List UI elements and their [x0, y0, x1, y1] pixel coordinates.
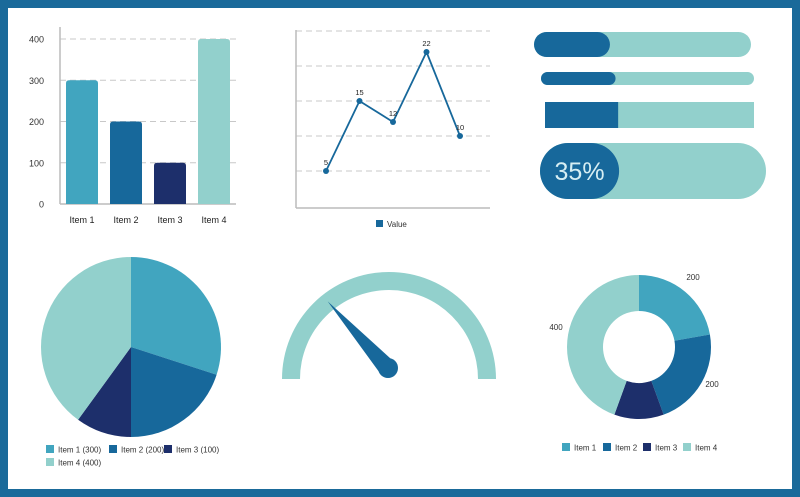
progress-fill — [534, 32, 610, 57]
line-data-label: 12 — [389, 109, 397, 118]
legend-swatch-value — [376, 220, 383, 227]
gauge-needle-hub — [378, 358, 398, 378]
donut-data-label: 400 — [549, 323, 563, 332]
donut-legend-swatch — [683, 443, 691, 451]
donut-segment — [639, 275, 710, 341]
donut-legend-label: Item 2 — [615, 444, 638, 453]
gauge-arc — [282, 272, 496, 379]
pie-legend-label: Item 2 (200) — [121, 446, 164, 455]
bar-category-label: Item 4 — [201, 215, 226, 225]
line-point — [390, 119, 396, 125]
bar-y-tick-label: 400 — [29, 35, 44, 45]
line-data-label: 22 — [422, 39, 430, 48]
pie-legend-label: Item 4 (400) — [58, 459, 101, 468]
bar — [154, 162, 186, 204]
progress-bars: 35% — [534, 32, 766, 199]
pie-legend-label: Item 1 (300) — [58, 446, 101, 455]
bar-y-tick-label: 0 — [39, 200, 44, 210]
bar-y-tick-label: 100 — [29, 158, 44, 168]
progress-fill — [545, 102, 619, 128]
donut-data-label: 200 — [705, 380, 719, 389]
progress-fill — [540, 143, 620, 199]
bar — [110, 121, 142, 204]
line-point — [356, 98, 363, 104]
donut-segment — [651, 334, 711, 415]
pie-slice — [78, 347, 131, 438]
donut-legend-label: Item 3 — [655, 444, 678, 453]
bar-category-label: Item 2 — [113, 215, 138, 225]
line-data-label: 10 — [456, 123, 464, 132]
donut-segment — [614, 380, 664, 419]
bar-y-tick-label: 300 — [29, 76, 44, 86]
line-chart: 5 15 12 22 10 Value — [295, 30, 490, 229]
dashboard-canvas: 0 100 200 300 400 Item 1 Item 2 Item 3 Item 4 5 15… — [29, 27, 766, 468]
legend-label-value: Value — [387, 220, 407, 229]
donut-legend-label: Item 4 — [695, 444, 718, 453]
line-point — [323, 168, 329, 174]
pie-slice — [131, 347, 217, 437]
line-data-label: 15 — [355, 88, 363, 97]
donut-legend-swatch — [562, 443, 570, 451]
bar-category-label: Item 1 — [69, 215, 94, 225]
donut-segment — [567, 275, 639, 415]
bar — [198, 39, 230, 204]
pie-legend-swatch — [164, 445, 172, 453]
pie-legend-label: Item 3 (100) — [176, 446, 219, 455]
bar — [66, 80, 98, 204]
pie-legend-swatch — [46, 458, 54, 466]
pie-slice — [41, 257, 132, 420]
bar-category-label: Item 3 — [157, 215, 182, 225]
donut-chart: 200 200 400 Item 1 Item 2 Item 3 Item 4 — [549, 273, 719, 453]
pie-chart: Item 1 (300) Item 2 (200) Item 3 (100) Item… — [41, 257, 221, 468]
donut-legend-swatch — [643, 443, 651, 451]
donut-legend-swatch — [603, 443, 611, 451]
dashboard-frame: 0 100 200 300 400 Item 1 Item 2 Item 3 Item 4 5 15… — [8, 8, 792, 489]
pie-legend-swatch — [46, 445, 54, 453]
donut-legend-label: Item 1 — [574, 444, 597, 453]
pie-legend-swatch — [109, 445, 117, 453]
gauge-needle — [327, 301, 398, 372]
bar-y-tick-label: 200 — [29, 117, 44, 127]
donut-data-label: 200 — [686, 273, 700, 282]
line-point — [457, 133, 463, 139]
progress-label: 35% — [555, 158, 605, 186]
line-point — [423, 49, 430, 55]
bar-chart: 0 100 200 300 400 Item 1 Item 2 Item 3 Item 4 — [29, 27, 236, 225]
progress-fill — [541, 72, 616, 85]
pie-slice — [131, 257, 221, 375]
line-data-label: 5 — [324, 158, 328, 167]
gauge — [282, 272, 496, 379]
